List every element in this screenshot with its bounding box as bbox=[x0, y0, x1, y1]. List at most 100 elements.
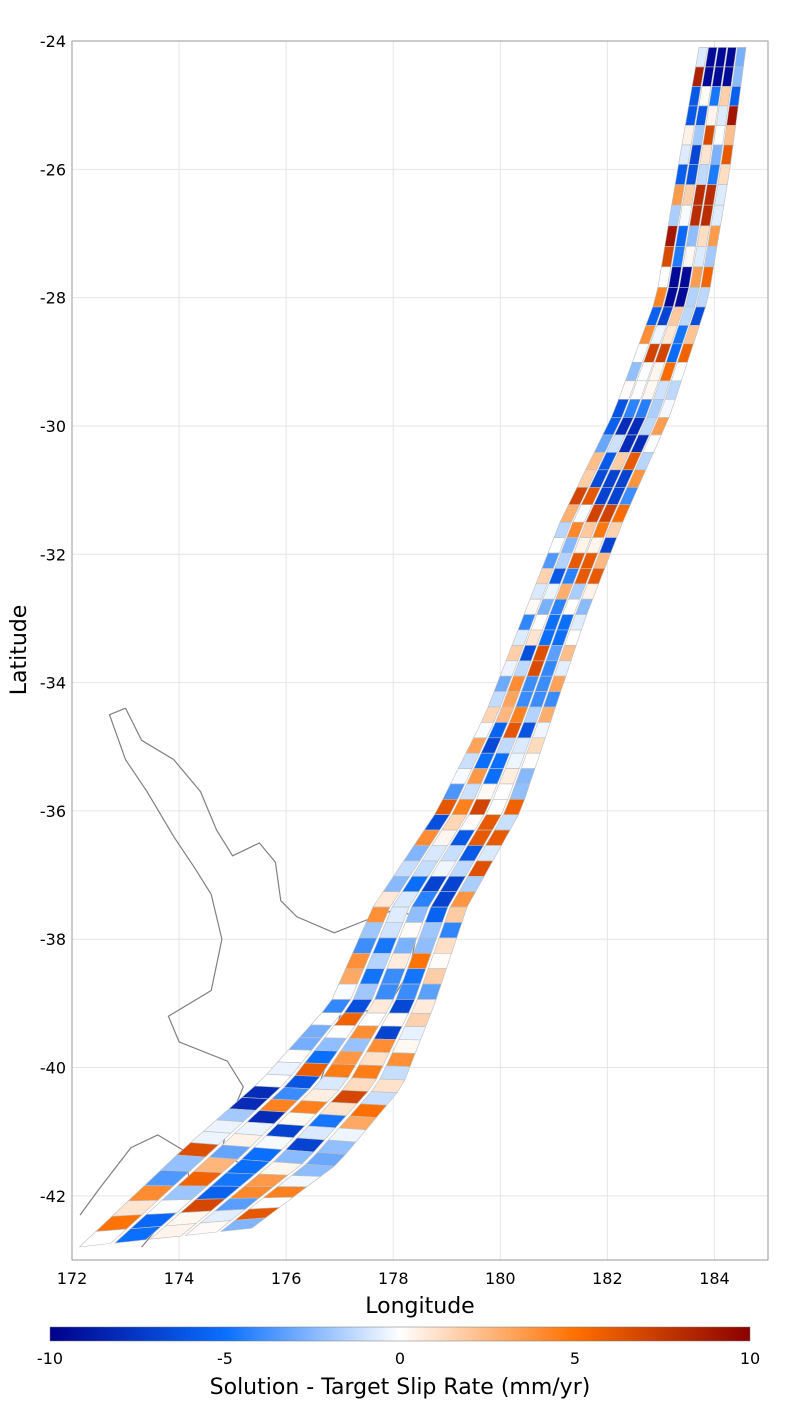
colorbar-tick-label: -10 bbox=[37, 1349, 63, 1368]
fault-cell bbox=[358, 1051, 390, 1067]
fault-cell bbox=[702, 125, 716, 146]
fault-cell bbox=[184, 1220, 232, 1236]
fault-cell bbox=[285, 1137, 326, 1153]
fault-cell bbox=[345, 952, 371, 970]
fault-cell bbox=[378, 922, 404, 939]
y-tick-label: -24 bbox=[40, 32, 66, 51]
fault-cell bbox=[696, 164, 710, 185]
fault-cell bbox=[718, 86, 732, 107]
fault-cell bbox=[398, 922, 424, 939]
fault-cell bbox=[682, 246, 696, 268]
fault-cell bbox=[404, 906, 429, 923]
y-tick-label: -36 bbox=[40, 802, 66, 821]
fault-cell bbox=[700, 266, 714, 288]
y-tick-label: -32 bbox=[40, 545, 66, 564]
fault-cell bbox=[675, 225, 689, 247]
fault-cell bbox=[699, 144, 713, 165]
fault-cell bbox=[351, 1064, 384, 1080]
fault-cell bbox=[416, 983, 442, 1000]
fault-cell bbox=[708, 86, 722, 107]
fault-cell bbox=[692, 125, 706, 146]
y-tick-label: -42 bbox=[40, 1187, 66, 1206]
fault-cell bbox=[113, 1225, 163, 1244]
fault-cell bbox=[359, 968, 385, 985]
fault-cell bbox=[149, 1223, 197, 1240]
fault-cell bbox=[385, 1052, 416, 1068]
fault-cell bbox=[422, 968, 447, 985]
fault-subsection-cells bbox=[78, 47, 747, 1248]
y-tick-label: -28 bbox=[40, 289, 66, 308]
fault-cell bbox=[316, 1139, 357, 1155]
fault-cell bbox=[705, 105, 719, 126]
fault-cell bbox=[338, 1115, 378, 1131]
fault-cell bbox=[703, 246, 718, 268]
fault-cell bbox=[373, 1025, 403, 1040]
fault-cell bbox=[714, 184, 728, 206]
fault-cell bbox=[721, 66, 734, 87]
colorbar-tick-label: 0 bbox=[395, 1349, 405, 1368]
fault-cell bbox=[365, 952, 392, 970]
fault-cell bbox=[734, 47, 747, 68]
x-tick-label: 172 bbox=[57, 1269, 88, 1288]
fault-cell bbox=[688, 144, 702, 165]
fault-cell bbox=[398, 1026, 427, 1041]
fault-cell bbox=[391, 1039, 421, 1054]
x-tick-label: 176 bbox=[271, 1269, 302, 1288]
fault-cell bbox=[338, 968, 365, 985]
fault-cell bbox=[352, 937, 378, 954]
fault-cell bbox=[365, 906, 391, 923]
fault-cell bbox=[424, 906, 449, 923]
fault-cell bbox=[717, 164, 731, 185]
fault-cell bbox=[365, 1038, 397, 1053]
fault-cell bbox=[685, 225, 700, 247]
colorbar-tick-label: -5 bbox=[217, 1349, 233, 1368]
fault-cell bbox=[404, 1012, 432, 1028]
y-tick-label: -38 bbox=[40, 930, 66, 949]
fault-cell bbox=[661, 246, 675, 268]
colorbar bbox=[49, 1326, 751, 1342]
colorbar-ticks: -10 -5 0 5 10 bbox=[37, 1349, 760, 1368]
fault-cell bbox=[380, 968, 406, 985]
fault-cell bbox=[370, 1078, 406, 1094]
fault-cell bbox=[412, 937, 438, 954]
fault-cell bbox=[724, 47, 737, 68]
fault-cell bbox=[427, 952, 452, 970]
fault-cell bbox=[674, 164, 689, 185]
fault-cell bbox=[711, 66, 725, 87]
fault-cell bbox=[380, 1012, 410, 1027]
y-tick-label: -30 bbox=[40, 417, 66, 436]
fault-cell bbox=[678, 144, 692, 165]
fault-cell bbox=[327, 1127, 367, 1143]
y-axis-title: Latitude bbox=[7, 605, 32, 696]
fault-cell bbox=[433, 937, 458, 954]
fault-cell bbox=[685, 164, 699, 185]
fault-cell bbox=[710, 144, 723, 165]
fault-cell bbox=[438, 922, 463, 939]
grid-lines bbox=[71, 40, 768, 1260]
fault-cell bbox=[401, 968, 427, 985]
x-axis-ticks: 172 174 176 178 180 182 184 bbox=[57, 1269, 730, 1288]
fault-cell bbox=[731, 66, 744, 87]
fault-cell bbox=[693, 246, 707, 268]
fault-cell bbox=[407, 952, 432, 970]
fault-cell bbox=[410, 999, 437, 1014]
fault-cell bbox=[331, 983, 358, 1000]
fault-cell bbox=[78, 1228, 128, 1248]
fault-cell bbox=[713, 125, 726, 146]
x-axis-title: Longitude bbox=[365, 1294, 474, 1319]
x-tick-label: 174 bbox=[164, 1269, 195, 1288]
fault-cell bbox=[219, 1217, 267, 1232]
colorbar-title: Solution - Target Slip Rate (mm/yr) bbox=[210, 1375, 591, 1400]
fault-cell bbox=[341, 1077, 378, 1092]
fault-cell bbox=[444, 906, 468, 923]
y-axis-ticks: -24 -26 -28 -30 -32 -34 -36 -38 -40 -42 bbox=[40, 32, 66, 1206]
x-tick-label: 182 bbox=[592, 1269, 623, 1288]
x-tick-label: 180 bbox=[485, 1269, 516, 1288]
fault-cell bbox=[726, 105, 739, 126]
fault-cell bbox=[720, 144, 734, 165]
colorbar-tick-label: 10 bbox=[740, 1349, 760, 1368]
fault-cell bbox=[664, 225, 678, 247]
fault-cell bbox=[715, 105, 729, 126]
y-tick-label: -34 bbox=[40, 674, 66, 693]
